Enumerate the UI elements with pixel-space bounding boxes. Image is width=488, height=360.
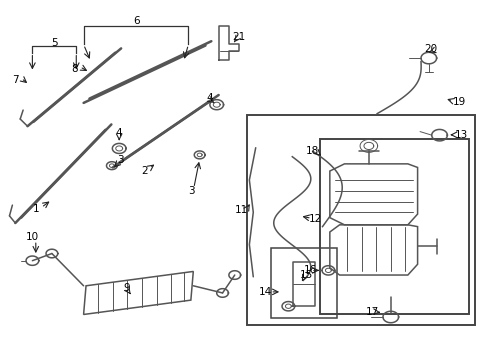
Text: 3: 3: [117, 155, 123, 165]
Text: 4: 4: [205, 93, 212, 103]
Text: 15: 15: [300, 270, 313, 280]
Bar: [246, 116, 474, 325]
Text: 9: 9: [123, 283, 129, 293]
Text: 13: 13: [453, 130, 467, 140]
Text: 18: 18: [305, 145, 319, 156]
Text: 6: 6: [133, 16, 139, 26]
Text: 7: 7: [12, 75, 19, 85]
Text: 17: 17: [365, 307, 378, 317]
Text: 5: 5: [51, 38, 58, 48]
Text: 16: 16: [304, 265, 317, 275]
Text: 14: 14: [258, 287, 271, 297]
Text: 12: 12: [308, 215, 322, 224]
Text: 11: 11: [234, 206, 248, 216]
Text: 20: 20: [423, 44, 436, 54]
Text: 10: 10: [26, 232, 39, 242]
Text: 2: 2: [141, 166, 147, 176]
Bar: [320, 139, 468, 315]
Text: 4: 4: [116, 129, 122, 138]
Text: 1: 1: [32, 204, 39, 214]
Text: 3: 3: [188, 186, 195, 197]
Text: 8: 8: [71, 64, 78, 74]
Text: 19: 19: [451, 97, 465, 107]
Text: 21: 21: [231, 32, 245, 41]
Bar: [271, 248, 336, 318]
